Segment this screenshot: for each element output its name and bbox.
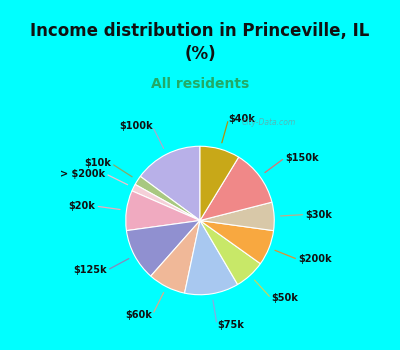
Text: $150k: $150k [285,153,318,163]
Wedge shape [200,157,272,220]
Text: City-Data.com: City-Data.com [242,118,296,127]
Wedge shape [184,220,238,295]
Wedge shape [140,146,200,220]
Text: $20k: $20k [69,201,96,211]
Text: $30k: $30k [305,210,332,219]
Wedge shape [126,191,200,231]
Wedge shape [200,202,274,231]
Wedge shape [200,220,260,285]
Wedge shape [200,220,274,264]
Text: $60k: $60k [126,310,152,320]
Text: $200k: $200k [298,254,332,265]
Wedge shape [135,176,200,220]
Text: $75k: $75k [217,320,244,330]
Wedge shape [132,184,200,220]
Wedge shape [126,220,200,276]
Text: $50k: $50k [271,293,298,303]
Text: $10k: $10k [84,159,111,168]
Wedge shape [200,146,239,220]
Text: Income distribution in Princeville, IL
(%): Income distribution in Princeville, IL (… [30,22,370,63]
Text: $125k: $125k [74,265,107,275]
Text: > $200k: > $200k [60,169,106,179]
Text: $100k: $100k [119,121,152,131]
Text: All residents: All residents [151,77,249,91]
Wedge shape [151,220,200,293]
Text: $40k: $40k [228,114,255,124]
